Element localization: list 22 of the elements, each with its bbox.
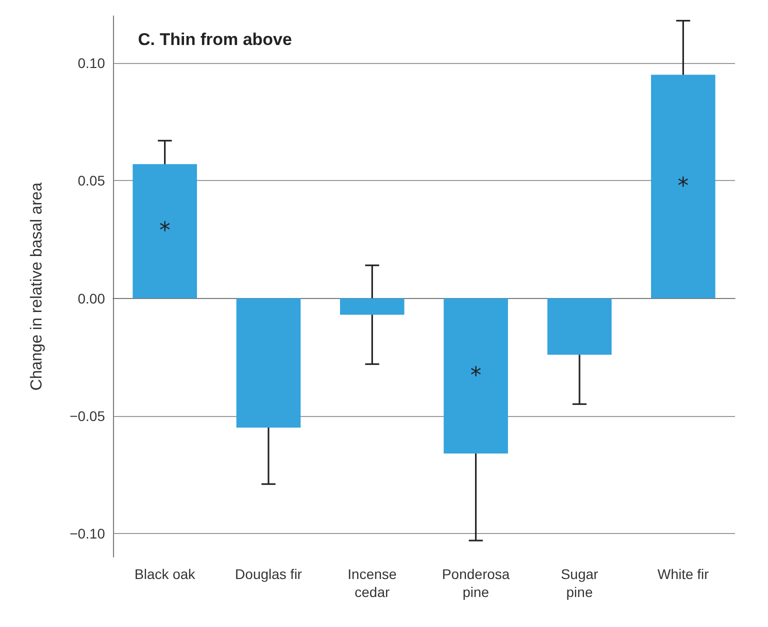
y-tick-label: 0.00: [78, 290, 106, 306]
x-tick-label: Black oak: [134, 566, 196, 582]
y-tick-label: −0.10: [70, 525, 106, 542]
x-tick-label: White fir: [657, 566, 710, 582]
y-axis-title: Change in relative basal area: [28, 182, 46, 391]
x-tick-label: Douglas fir: [235, 566, 302, 582]
text: C. Thin from above: [138, 30, 292, 49]
data-label: *: [470, 363, 482, 388]
x-tick-label: Incense cedar: [348, 566, 397, 600]
bar: [547, 298, 612, 355]
bar: [651, 74, 716, 298]
x-tick-label: Sugar pine: [560, 566, 599, 600]
bar: [444, 298, 508, 454]
y-tick-label: −0.05: [70, 408, 106, 424]
bar: [132, 164, 197, 298]
data-label: *: [678, 174, 689, 200]
bar: [236, 298, 301, 428]
y-tick-label: 0.10: [78, 55, 106, 72]
data-label: *: [159, 218, 170, 244]
y-tick-label: 0.05: [78, 172, 106, 189]
x-tick-label: Ponderosa pine: [442, 566, 510, 600]
bar: [340, 298, 404, 315]
